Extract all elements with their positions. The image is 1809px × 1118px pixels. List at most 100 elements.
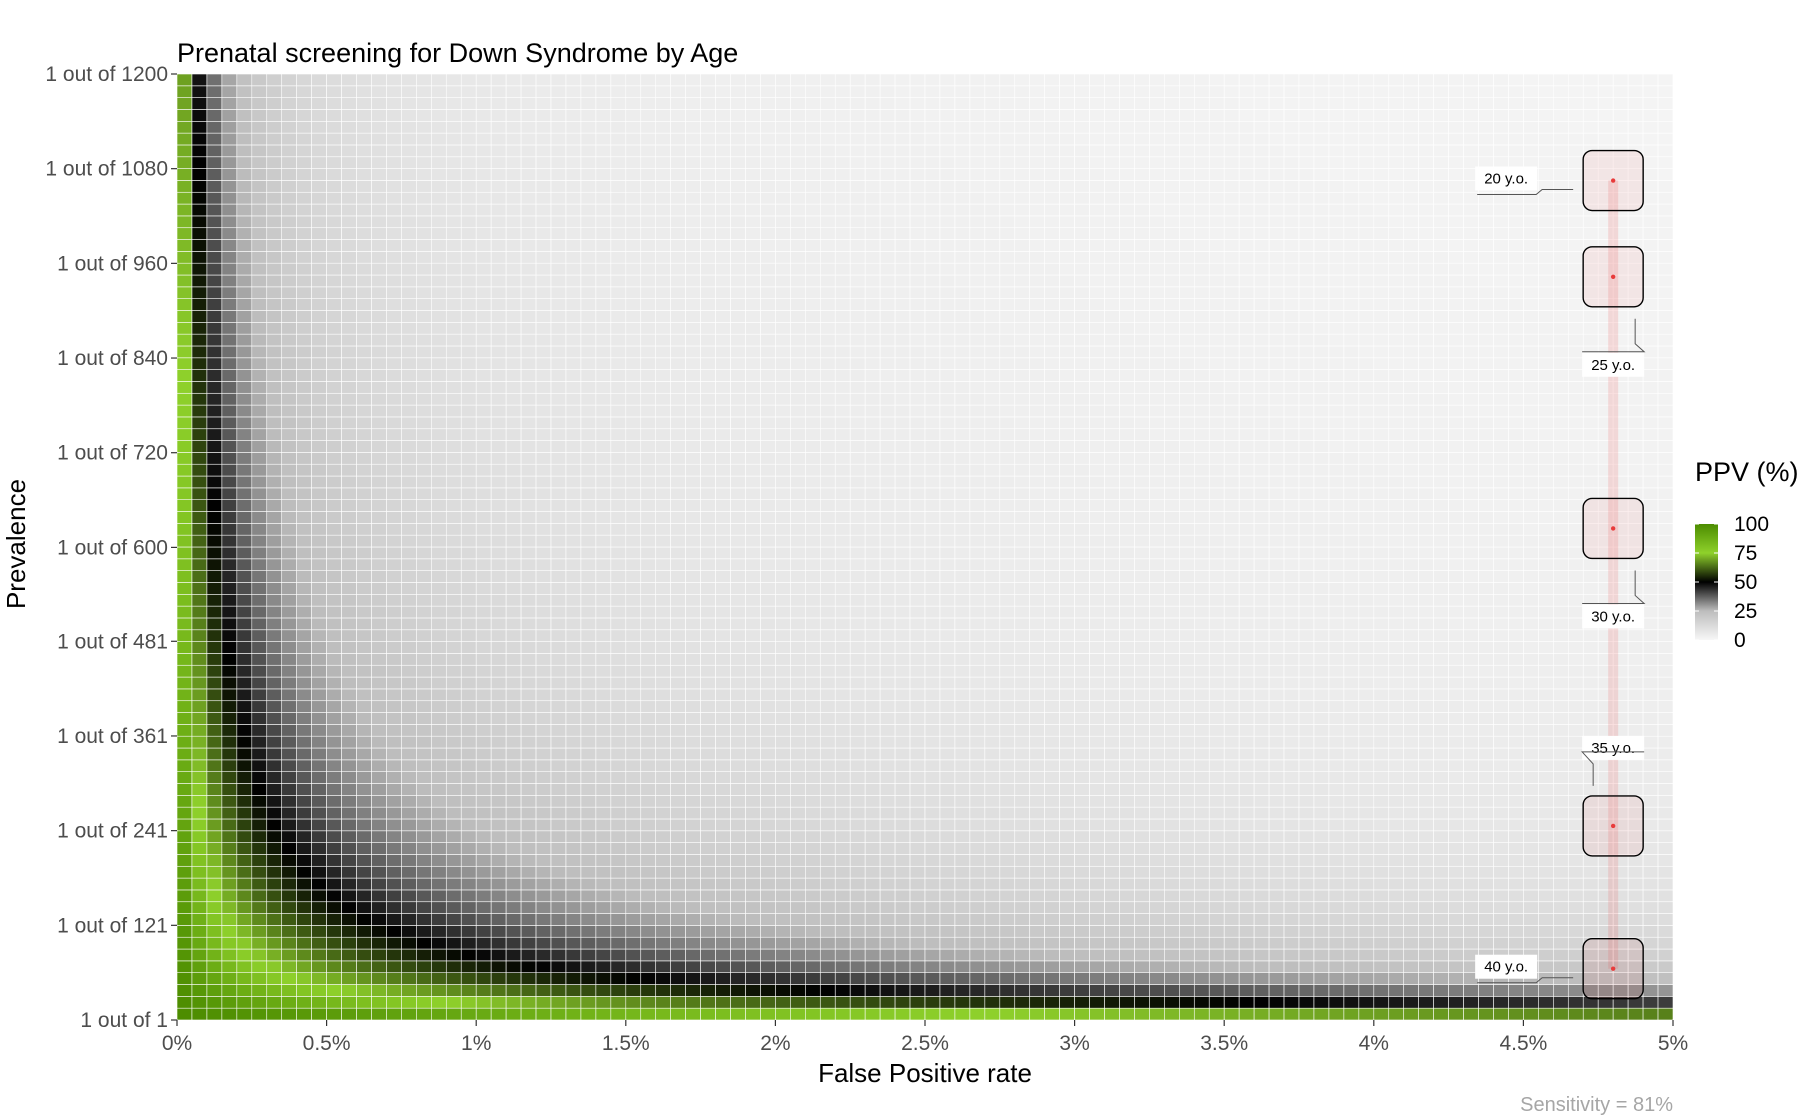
heatmap-cell (311, 877, 327, 891)
heatmap-cell (236, 936, 253, 950)
heatmap-cell (565, 984, 582, 997)
heatmap-cell (775, 664, 791, 678)
heatmap-cell (1014, 901, 1031, 914)
heatmap-cell (431, 73, 447, 87)
heatmap-cell (760, 842, 776, 855)
heatmap-cell (969, 593, 986, 607)
heatmap-cell (715, 440, 731, 453)
heatmap-cell (1074, 156, 1090, 169)
heatmap-cell (445, 865, 462, 879)
heatmap-cell (401, 877, 417, 891)
heatmap-cell (819, 889, 836, 903)
heatmap-cell (1044, 511, 1060, 524)
heatmap-cell (565, 865, 582, 879)
heatmap-cell (834, 818, 851, 832)
heatmap-cell (1014, 842, 1031, 855)
heatmap-cell (1014, 582, 1031, 595)
heatmap-cell (640, 617, 657, 631)
heatmap-cell (191, 925, 208, 938)
heatmap-cell (236, 180, 253, 193)
heatmap-cell (296, 925, 312, 938)
heatmap-cell (490, 889, 507, 903)
heatmap-cell (715, 85, 731, 98)
heatmap-cell (1059, 972, 1075, 985)
heatmap-cell (236, 735, 253, 749)
heatmap-cell (879, 357, 896, 370)
heatmap-cell (610, 936, 627, 950)
heatmap-cell (730, 1007, 746, 1021)
heatmap-cell (520, 534, 537, 548)
heatmap-cell (401, 463, 417, 477)
heatmap-cell (849, 310, 866, 323)
heatmap-cell (401, 593, 417, 607)
heatmap-cell (595, 203, 612, 217)
heatmap-cell (371, 475, 387, 489)
heatmap-cell (475, 783, 492, 796)
heatmap-cell (924, 440, 941, 453)
heatmap-cell (745, 511, 761, 524)
heatmap-cell (416, 144, 432, 158)
heatmap-cell (565, 948, 582, 962)
heatmap-cell (176, 487, 193, 501)
heatmap-cell (610, 73, 627, 87)
heatmap-cell (730, 357, 746, 370)
heatmap-cell (416, 996, 432, 1009)
heatmap-cell (790, 605, 806, 619)
heatmap-cell (595, 85, 612, 98)
heatmap-cell (834, 487, 851, 501)
heatmap-cell (341, 795, 357, 808)
heatmap-cell (550, 499, 567, 512)
heatmap-cell (909, 700, 926, 713)
heatmap-cell (475, 262, 492, 276)
heatmap-cell (760, 889, 776, 903)
heatmap-cell (700, 996, 716, 1009)
heatmap-cell (879, 310, 896, 323)
heatmap-cell (401, 381, 417, 394)
heatmap-cell (610, 191, 627, 205)
heatmap-cell (834, 582, 851, 595)
heatmap-cell (939, 641, 956, 654)
heatmap-cell (431, 85, 447, 98)
heatmap-cell (655, 452, 671, 465)
heatmap-cell (775, 877, 791, 891)
heatmap-cell (640, 381, 657, 394)
heatmap-cell (715, 499, 731, 512)
heatmap-cell (1029, 239, 1045, 252)
heatmap-cell (191, 239, 208, 252)
heatmap-cell (984, 996, 1001, 1009)
heatmap-cell (625, 901, 642, 914)
heatmap-cell (969, 121, 986, 134)
heatmap-cell (580, 381, 597, 394)
heatmap-cell (191, 463, 208, 477)
heatmap-cell (281, 322, 297, 335)
heatmap-cell (969, 392, 986, 406)
heatmap-cell (401, 97, 417, 110)
heatmap-cell (401, 936, 417, 950)
heatmap-cell (879, 428, 896, 441)
heatmap-cell (580, 428, 597, 441)
heatmap-cell (939, 345, 956, 359)
heatmap-cell (1014, 724, 1031, 737)
heatmap-cell (221, 558, 238, 571)
heatmap-cell (221, 771, 238, 784)
heatmap-cell (640, 688, 657, 702)
heatmap-cell (640, 262, 657, 276)
heatmap-cell (191, 783, 208, 796)
heatmap-cell (296, 97, 312, 110)
heatmap-cell (1059, 960, 1075, 974)
heatmap-cell (595, 487, 612, 501)
heatmap-cell (580, 889, 597, 903)
heatmap-cell (1014, 546, 1031, 560)
heatmap-cell (849, 97, 866, 110)
heatmap-cell (1089, 688, 1105, 702)
heatmap-cell (909, 262, 926, 276)
heatmap-cell (1104, 854, 1120, 867)
heatmap-cell (341, 546, 357, 560)
heatmap-cell (206, 109, 223, 122)
heatmap-cell (206, 830, 223, 843)
heatmap-cell (326, 274, 342, 288)
heatmap-cell (864, 795, 881, 808)
heatmap-cell (341, 676, 357, 690)
heatmap-cell (580, 215, 597, 229)
heatmap-cell (281, 854, 297, 867)
